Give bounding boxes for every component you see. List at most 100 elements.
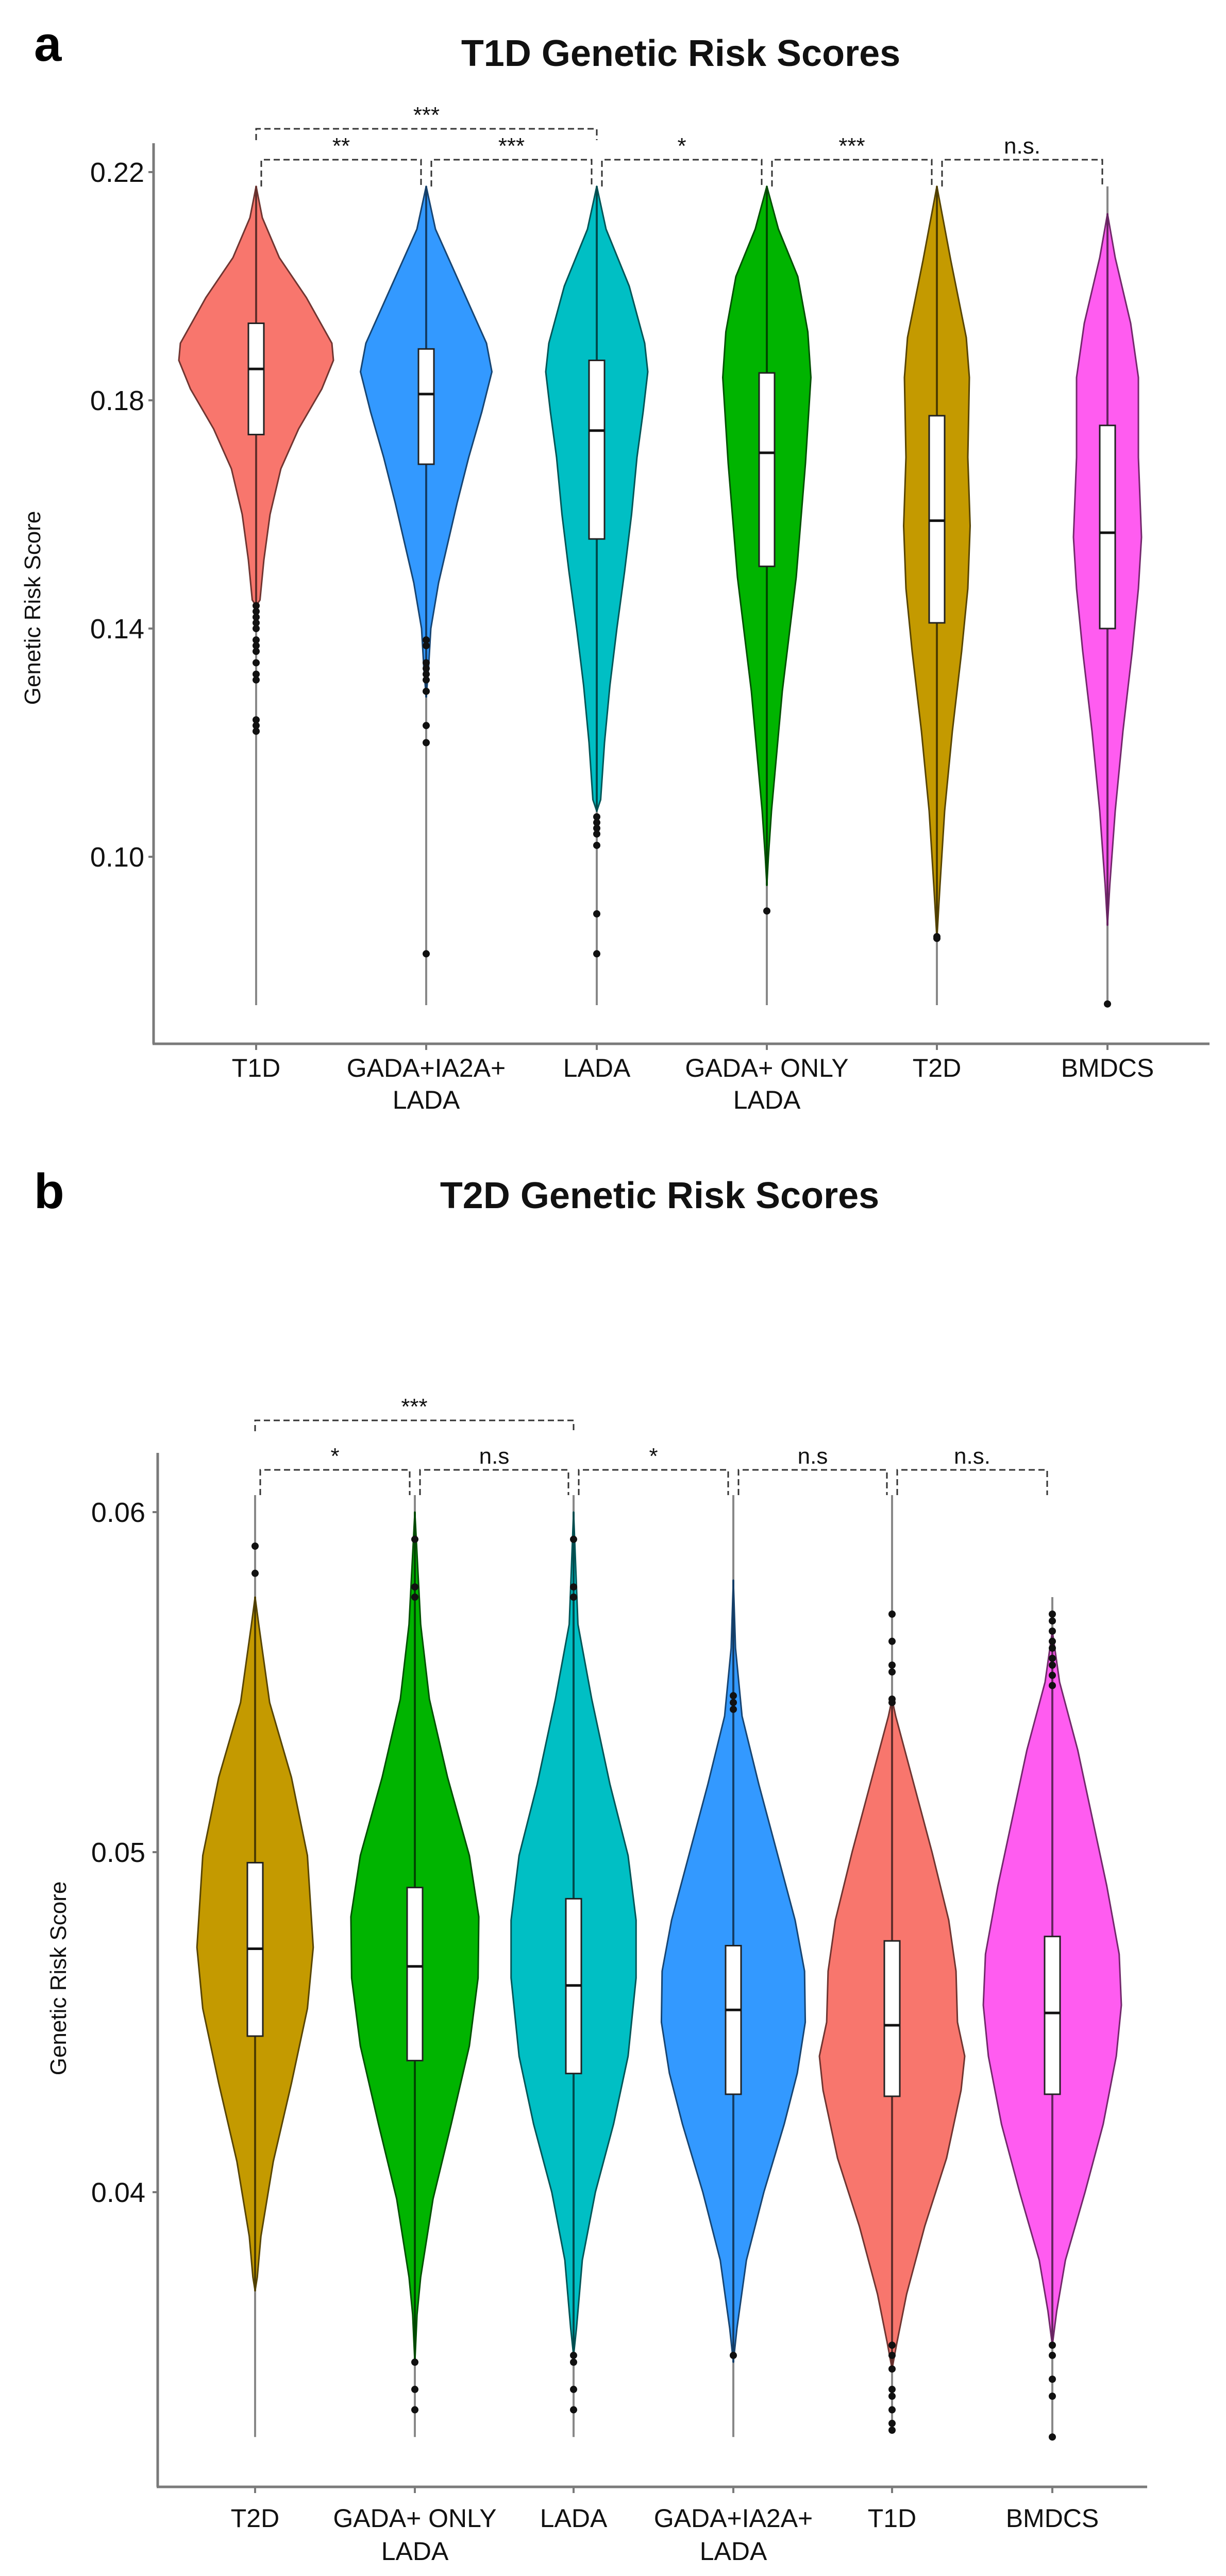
bracket-line xyxy=(941,159,1103,187)
outlier-point xyxy=(251,1569,259,1577)
significance-bracket: n.s xyxy=(419,1444,569,1495)
box-iqr xyxy=(406,1887,424,2062)
box-iqr xyxy=(883,1940,901,2097)
bracket-line xyxy=(601,159,763,187)
outlier-point xyxy=(888,2351,896,2359)
significance-label: n.s. xyxy=(954,1444,990,1469)
violin-group: GADA+IA2A+ LADA xyxy=(347,185,506,1114)
bracket-line xyxy=(578,1469,729,1495)
violin-group: T2D xyxy=(903,185,971,1082)
outlier-point xyxy=(423,687,430,695)
panel-letter-a: a xyxy=(34,16,62,72)
violin-group: GADA+ ONLY LADA xyxy=(333,1495,497,2566)
bracket-line xyxy=(259,1469,411,1495)
significance-label: * xyxy=(649,1444,658,1469)
violin-group: BMDCS xyxy=(1061,186,1154,1082)
outlier-point xyxy=(888,1637,896,1645)
x-category-label: LADA xyxy=(393,1086,460,1114)
outlier-point xyxy=(411,2385,418,2393)
outlier-point xyxy=(251,1543,259,1550)
outlier-point xyxy=(1049,1637,1056,1645)
bracket-line xyxy=(419,1469,569,1495)
violin-group: LADA xyxy=(510,1495,637,2533)
outlier-point xyxy=(1049,2393,1056,2400)
x-category-label: GADA+ ONLY xyxy=(685,1054,848,1082)
y-tick-label: 0.10 xyxy=(90,842,144,873)
outlier-point xyxy=(570,2351,577,2359)
significance-label: n.s xyxy=(798,1444,828,1469)
outlier-point xyxy=(423,739,430,747)
x-category-label: BMDCS xyxy=(1061,1054,1154,1082)
significance-bracket: *** xyxy=(254,1394,575,1431)
bracket-line xyxy=(255,128,598,140)
outlier-point xyxy=(411,2359,418,2366)
outlier-point xyxy=(593,950,600,958)
violin-group: LADA xyxy=(545,185,649,1082)
outlier-point xyxy=(730,1705,737,1713)
outlier-point xyxy=(570,1594,577,1601)
outlier-point xyxy=(1049,1628,1056,1635)
outlier-point xyxy=(253,613,260,621)
bracket-line xyxy=(737,1469,888,1495)
violin-group: T1D xyxy=(818,1495,966,2533)
y-tick-label: 0.04 xyxy=(91,2177,145,2208)
violin-group: T1D xyxy=(178,185,334,1082)
significance-bracket: ** xyxy=(260,133,422,187)
significance-bracket: *** xyxy=(771,133,933,187)
outlier-point xyxy=(423,659,430,667)
y-tick-label: 0.05 xyxy=(91,1837,145,1868)
x-category-label: T2D xyxy=(231,2504,279,2533)
outlier-point xyxy=(593,813,600,821)
outlier-point xyxy=(888,1668,896,1676)
outlier-point xyxy=(423,676,430,684)
x-category-label: T2D xyxy=(913,1054,961,1082)
panel-b: b T2D Genetic Risk Scores Genetic Risk S… xyxy=(34,1164,1147,2566)
x-category-label: LADA xyxy=(563,1054,631,1082)
outlier-point xyxy=(593,910,600,918)
outlier-point xyxy=(1049,1617,1056,1625)
y-tick-label: 0.22 xyxy=(90,157,144,188)
significance-label: *** xyxy=(413,103,440,128)
significance-bracket: n.s. xyxy=(941,133,1103,187)
outlier-point xyxy=(1049,2433,1056,2441)
outlier-point xyxy=(1049,1654,1056,1662)
x-category-label: T1D xyxy=(868,2504,916,2533)
outlier-point xyxy=(570,2359,577,2366)
outlier-point xyxy=(888,2365,896,2373)
outlier-point xyxy=(423,665,430,672)
y-tick-label: 0.14 xyxy=(90,614,144,645)
outlier-point xyxy=(570,1535,577,1543)
panel-letter-b: b xyxy=(34,1164,64,1219)
significance-bracket: * xyxy=(578,1444,729,1495)
outlier-point xyxy=(888,2406,896,2414)
outlier-point xyxy=(933,933,941,941)
outlier-point xyxy=(253,659,260,667)
outlier-point xyxy=(570,2406,577,2414)
outlier-point xyxy=(888,2385,896,2393)
outlier-point xyxy=(253,722,260,730)
outlier-point xyxy=(570,2385,577,2393)
outlier-point xyxy=(1049,2376,1056,2383)
violin-group: GADA+ ONLY LADA xyxy=(685,185,849,1114)
box-iqr xyxy=(928,415,946,624)
outlier-point xyxy=(730,1692,737,1700)
outlier-point xyxy=(888,2393,896,2400)
box-iqr xyxy=(247,322,265,435)
outlier-point xyxy=(253,670,260,678)
outlier-point xyxy=(411,2406,418,2414)
outlier-point xyxy=(423,642,430,650)
outlier-point xyxy=(423,636,430,644)
outlier-point xyxy=(593,819,600,826)
outlier-point xyxy=(253,716,260,724)
bracket-line xyxy=(430,159,593,187)
panel-a: a T1D Genetic Risk Scores Genetic Risk S… xyxy=(20,16,1210,1114)
box-iqr xyxy=(588,359,606,540)
y-axis-label-a: Genetic Risk Score xyxy=(20,511,45,705)
outlier-point xyxy=(411,1535,418,1543)
y-tick-label: 0.18 xyxy=(90,385,144,416)
x-category-label: GADA+IA2A+ xyxy=(654,2504,813,2533)
box-iqr xyxy=(1044,1936,1061,2095)
outlier-point xyxy=(888,2342,896,2349)
bracket-line xyxy=(771,159,933,187)
